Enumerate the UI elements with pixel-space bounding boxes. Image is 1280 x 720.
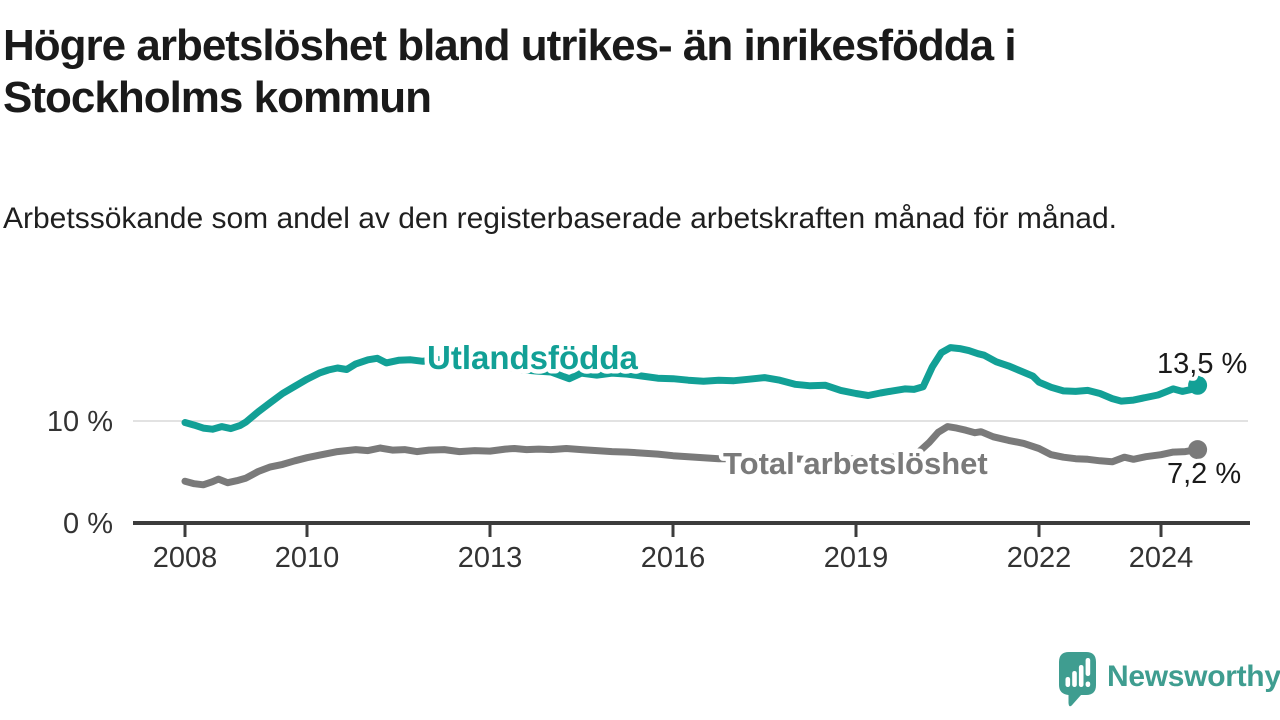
chart-header: Högre arbetslöshet bland utrikes- än inr… [3,20,1273,241]
exclamation-dot [1085,681,1091,687]
end-value-label-total-arbetsloshet: 7,2 % [1167,458,1241,490]
x-tick-label: 2016 [641,542,706,574]
y-axis-labels: 0 % 10 % [47,406,113,540]
y-tick-label: 10 % [47,406,113,438]
series-label-total-arbetsloshet: Total arbetslöshet [723,446,988,481]
x-tick-label: 2022 [1007,542,1072,574]
x-tick-label: 2024 [1129,542,1194,574]
bar-short [1065,677,1071,687]
series-end-dot-total-arbetsloshet [1188,440,1208,460]
x-axis-ticks [183,523,1163,537]
x-tick-label: 2013 [458,542,523,574]
x-tick-label: 2010 [275,542,340,574]
y-tick-label: 0 % [63,508,113,540]
newsworthy-speech-bubble-chart-icon [1059,652,1096,707]
x-axis-labels: 2008 2010 2013 2016 2019 2022 2024 [153,542,1194,574]
x-tick-label: 2008 [153,542,218,574]
newsworthy-wordmark: Newsworthy [1107,660,1280,693]
bar-tall [1078,665,1084,687]
page-title: Högre arbetslöshet bland utrikes- än inr… [3,21,1017,122]
x-tick-label: 2019 [824,542,889,574]
series-line-utlandsfodda [181,344,1202,433]
bar-medium [1072,671,1077,687]
series-line-total-arbetsloshet [181,423,1202,489]
exclamation-bar [1085,658,1091,676]
series-label-utlandsfodda: Utlandsfödda [427,339,638,376]
chart-subtitle: Arbetssökande som andel av den registerb… [3,201,1117,235]
end-value-label-utlandsfodda: 13,5 % [1157,348,1247,380]
series-end-dot-utlandsfodda [1188,375,1208,395]
speech-bubble-shape [1059,652,1096,707]
newsworthy-logo: Newsworthy [1059,652,1280,707]
